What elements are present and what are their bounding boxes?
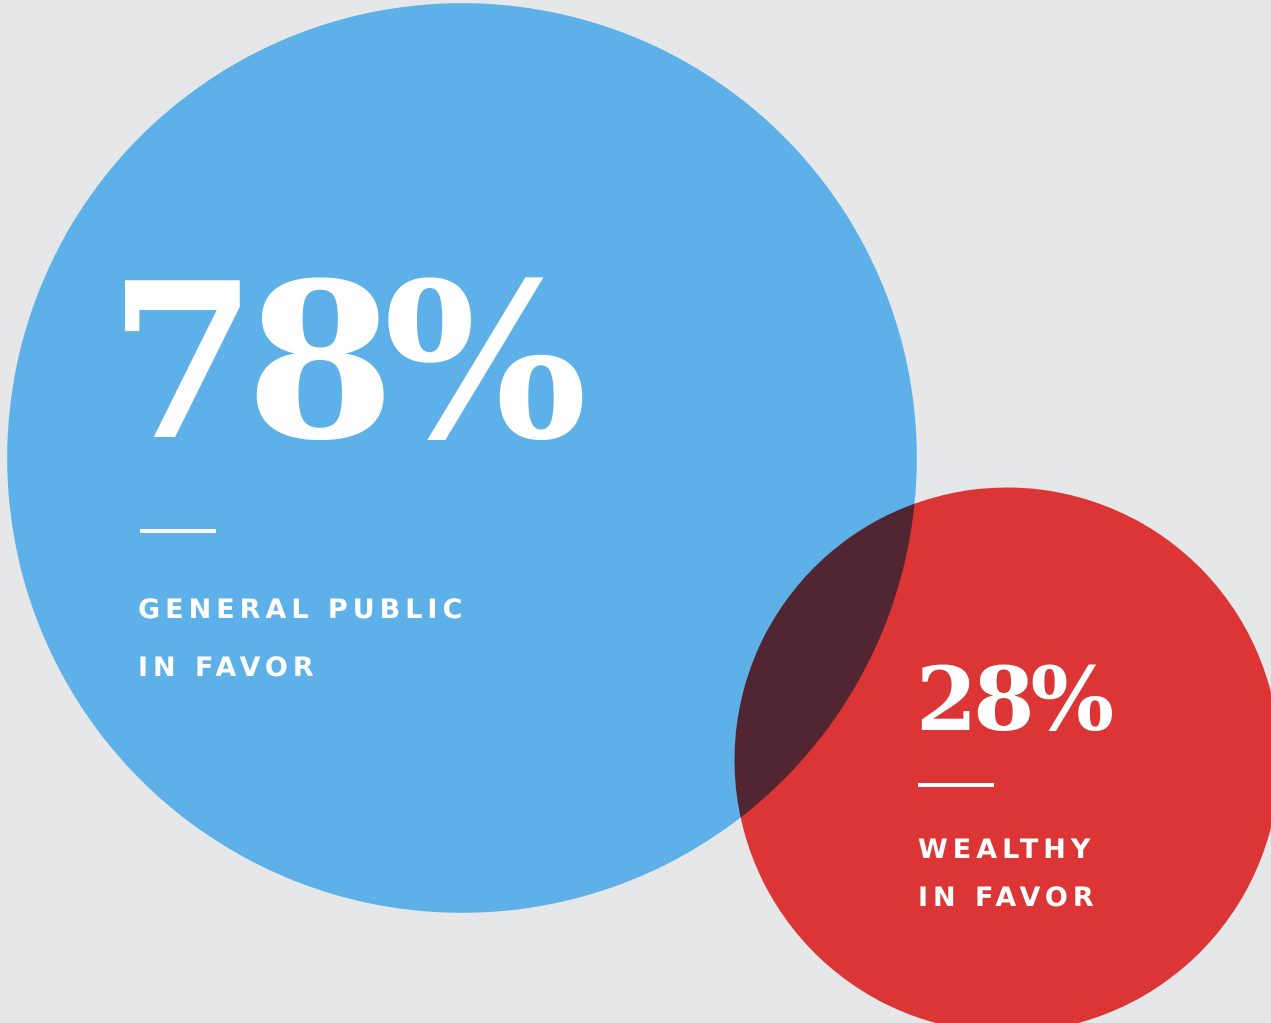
circles	[7, 3, 1271, 1023]
category-label: GENERAL PUBLIC	[138, 594, 467, 625]
category-label: IN FAVOR	[918, 882, 1099, 913]
bubble	[7, 3, 917, 913]
category-label: WEALTHY	[918, 834, 1095, 865]
labels: 78% GENERAL PUBLIC IN FAVOR 28% WEALTHY IN FA…	[108, 235, 1116, 913]
divider	[140, 529, 216, 533]
bubble	[734, 487, 1271, 1023]
divider	[918, 783, 994, 787]
value-label: 28%	[916, 647, 1112, 751]
value-label: 78%	[108, 235, 583, 488]
category-label: IN FAVOR	[138, 652, 319, 683]
